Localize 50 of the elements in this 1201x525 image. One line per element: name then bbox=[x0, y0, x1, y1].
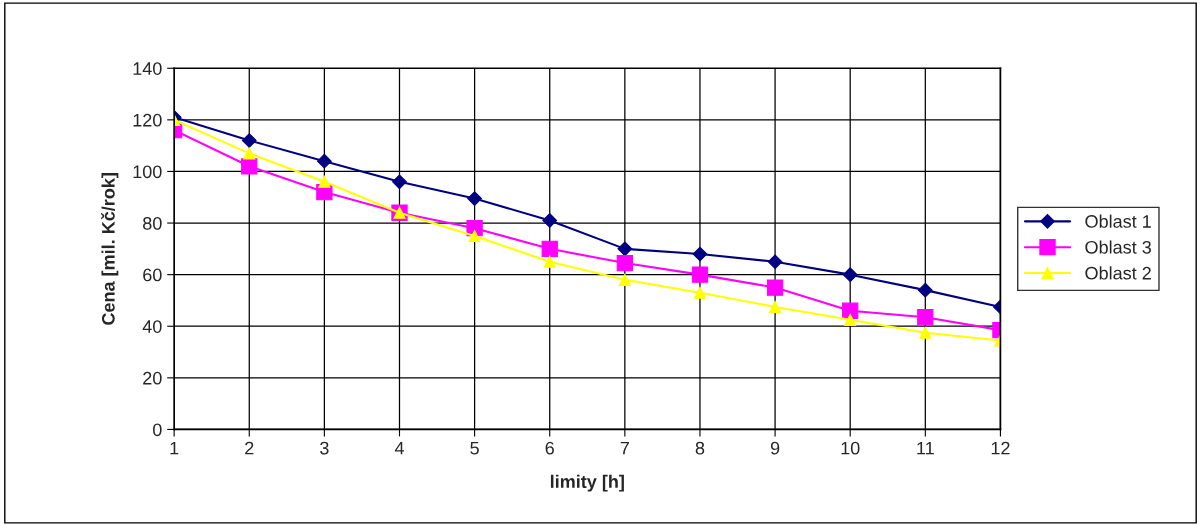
y-tick-label: 100 bbox=[133, 165, 162, 179]
x-tick-label: 7 bbox=[620, 441, 629, 455]
point bbox=[542, 213, 558, 228]
x-tick-label: 4 bbox=[394, 441, 404, 455]
y-tick-label: 120 bbox=[133, 113, 162, 127]
point bbox=[766, 279, 784, 296]
y-tick-label: 40 bbox=[142, 320, 162, 333]
point bbox=[917, 282, 933, 298]
x-tick-label: 5 bbox=[470, 441, 479, 455]
legend-label: Oblast 1 bbox=[1085, 214, 1151, 228]
x-axis-title: limity [h] bbox=[550, 474, 624, 492]
point bbox=[467, 191, 483, 206]
point bbox=[767, 254, 783, 270]
x-tick-label: 3 bbox=[320, 441, 329, 455]
y-axis-title: Cena [mil. Kč/rok] bbox=[101, 173, 119, 325]
point bbox=[316, 153, 332, 169]
y-tick-label: 20 bbox=[143, 371, 162, 385]
point bbox=[318, 175, 331, 188]
point bbox=[919, 326, 932, 339]
x-tick-label: 9 bbox=[770, 441, 780, 455]
point bbox=[769, 300, 782, 313]
point bbox=[618, 273, 631, 286]
y-tick-label: 140 bbox=[133, 62, 162, 75]
x-tick-label: 6 bbox=[545, 441, 554, 455]
x-tick-label: 10 bbox=[841, 441, 860, 455]
point bbox=[243, 147, 256, 160]
y-tick-label: 60 bbox=[143, 268, 162, 282]
point bbox=[691, 266, 709, 283]
y-tick-label: 80 bbox=[143, 216, 162, 230]
point bbox=[693, 286, 707, 299]
point bbox=[692, 246, 708, 262]
point bbox=[392, 174, 407, 190]
point bbox=[616, 254, 634, 272]
y-tick-label: 0 bbox=[153, 423, 162, 437]
point bbox=[842, 267, 858, 283]
x-tick-label: 2 bbox=[245, 441, 254, 455]
x-tick-label: 11 bbox=[917, 441, 934, 455]
x-tick-label: 12 bbox=[991, 441, 1010, 455]
point bbox=[468, 229, 481, 243]
point bbox=[844, 313, 857, 326]
x-tick-label: 1 bbox=[170, 441, 179, 455]
point bbox=[617, 241, 633, 257]
point bbox=[917, 309, 934, 326]
legend-label: Oblast 2 bbox=[1085, 266, 1151, 280]
point bbox=[541, 240, 558, 258]
x-tick-label: 8 bbox=[695, 441, 705, 455]
point bbox=[241, 133, 257, 148]
legend-label: Oblast 3 bbox=[1085, 240, 1151, 254]
point bbox=[241, 158, 258, 175]
point bbox=[543, 255, 556, 268]
